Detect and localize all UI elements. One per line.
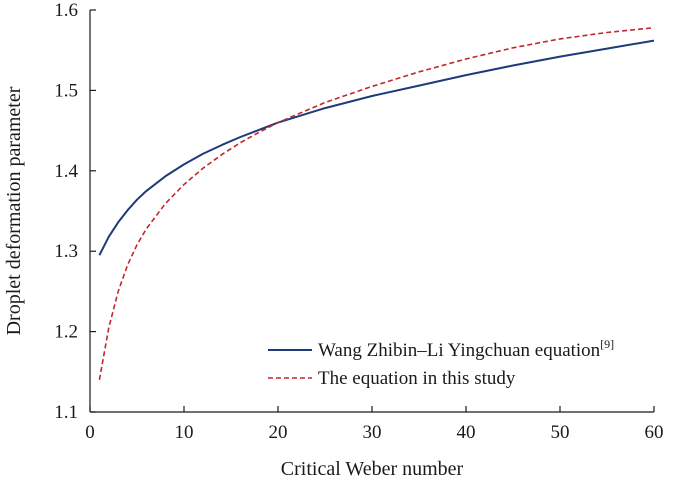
x-tick-label: 40 — [457, 422, 476, 443]
y-tick-label: 1.5 — [54, 80, 78, 101]
x-tick-label: 60 — [645, 422, 664, 443]
x-axis-title: Critical Weber number — [281, 458, 464, 480]
x-tick-label: 50 — [551, 422, 570, 443]
x-tick-label: 10 — [175, 422, 194, 443]
x-tick-label: 20 — [269, 422, 288, 443]
x-ticks: 0 10 20 30 40 50 60 — [85, 406, 664, 443]
x-tick-label: 30 — [363, 422, 382, 443]
y-tick-label: 1.4 — [54, 161, 78, 182]
legend-label-wang-name: Wang Zhibin–Li Yingchuan equation — [318, 340, 601, 361]
legend: Wang Zhibin–Li Yingchuan equation[9] The… — [268, 337, 614, 389]
y-tick-label: 1.2 — [54, 322, 78, 343]
legend-label-wang-ref: [9] — [600, 337, 614, 351]
y-ticks: 1.1 1.2 1.3 1.4 1.5 1.6 — [54, 0, 96, 423]
y-tick-label: 1.6 — [54, 0, 78, 21]
legend-label-wang: Wang Zhibin–Li Yingchuan equation[9] — [318, 337, 614, 361]
series-group — [98, 26, 655, 380]
series-line-study — [98, 26, 655, 380]
x-tick-label: 0 — [85, 422, 95, 443]
series-line-wang — [98, 39, 655, 256]
y-tick-label: 1.3 — [54, 241, 78, 262]
y-axis-title: Droplet deformation parameter — [3, 86, 25, 335]
y-tick-label: 1.1 — [54, 402, 78, 423]
legend-label-study: The equation in this study — [318, 368, 516, 389]
